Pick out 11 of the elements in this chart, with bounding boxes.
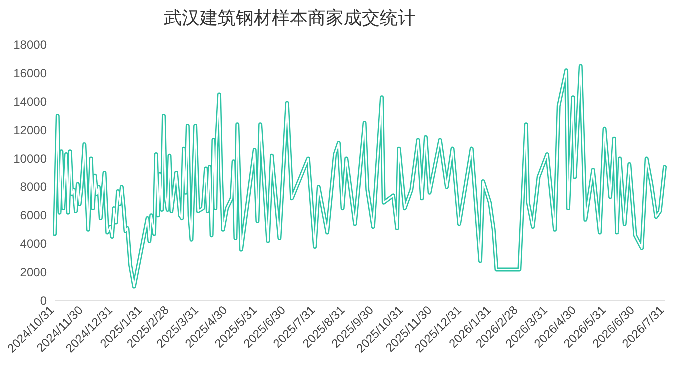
- y-tick-label: 4000: [20, 237, 48, 252]
- y-tick-label: 0: [40, 294, 48, 308]
- y-tick-label: 14000: [14, 94, 48, 109]
- y-tick-label: 2000: [20, 266, 48, 280]
- y-tick-label: 16000: [14, 66, 48, 80]
- y-tick-label: 6000: [20, 208, 48, 223]
- y-tick-label: 12000: [14, 123, 48, 138]
- y-tick-label: 8000: [20, 180, 48, 194]
- chart-title: 武汉建筑钢材样本商家成交统计: [164, 8, 416, 28]
- y-tick-label: 10000: [14, 152, 48, 166]
- y-tick-label: 18000: [14, 38, 48, 52]
